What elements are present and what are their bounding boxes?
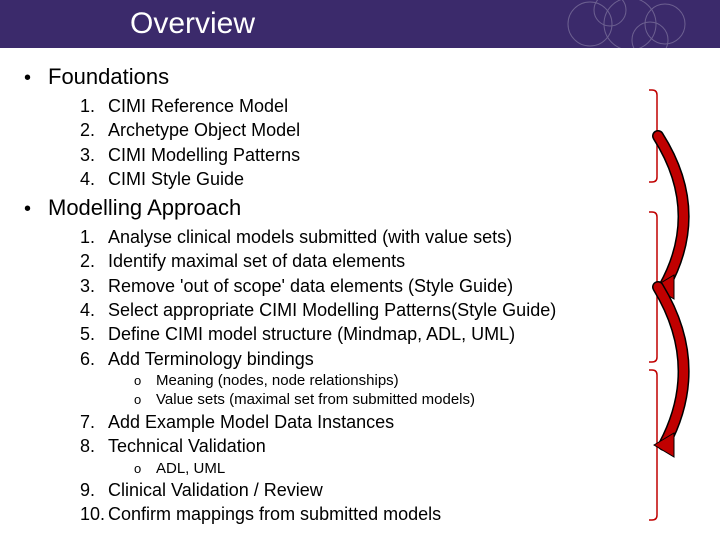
item-number: 7. bbox=[80, 410, 108, 434]
item-text: Clinical Validation / Review bbox=[108, 478, 323, 502]
item-number: 2. bbox=[80, 249, 108, 273]
item-text: CIMI Reference Model bbox=[108, 94, 288, 118]
header-bar: Overview bbox=[0, 0, 720, 48]
bullet-icon: • bbox=[24, 198, 48, 221]
list-item: 10.Confirm mappings from submitted model… bbox=[80, 502, 720, 526]
sub-item: oMeaning (nodes, node relationships) bbox=[134, 371, 720, 391]
item-number: 1. bbox=[80, 94, 108, 118]
sub-text: Value sets (maximal set from submitted m… bbox=[156, 390, 475, 410]
header-decoration bbox=[560, 0, 700, 48]
list-item: 2.Archetype Object Model bbox=[80, 118, 720, 142]
section-title: Foundations bbox=[48, 64, 169, 90]
item-text: Add Example Model Data Instances bbox=[108, 410, 394, 434]
sub-item: oADL, UML bbox=[134, 459, 720, 479]
list-item: 3.Remove 'out of scope' data elements (S… bbox=[80, 274, 720, 298]
item-text: CIMI Style Guide bbox=[108, 167, 244, 191]
item-number: 4. bbox=[80, 298, 108, 322]
sub-list: oADL, UML bbox=[134, 459, 720, 479]
list-item: 1.CIMI Reference Model bbox=[80, 94, 720, 118]
item-number: 3. bbox=[80, 143, 108, 167]
list-item: 8.Technical Validation bbox=[80, 434, 720, 458]
content-area: • Foundations 1.CIMI Reference Model 2.A… bbox=[0, 48, 720, 527]
list-item: 9.Clinical Validation / Review bbox=[80, 478, 720, 502]
foundations-list: 1.CIMI Reference Model 2.Archetype Objec… bbox=[80, 94, 720, 191]
sub-marker: o bbox=[134, 373, 156, 390]
list-item: 5.Define CIMI model structure (Mindmap, … bbox=[80, 322, 720, 346]
list-item: 4.CIMI Style Guide bbox=[80, 167, 720, 191]
item-text: Technical Validation bbox=[108, 434, 266, 458]
sub-item: oValue sets (maximal set from submitted … bbox=[134, 390, 720, 410]
approach-list-cont2: 9.Clinical Validation / Review 10.Confir… bbox=[80, 478, 720, 527]
item-number: 4. bbox=[80, 167, 108, 191]
item-text: Analyse clinical models submitted (with … bbox=[108, 225, 512, 249]
item-number: 10. bbox=[80, 502, 108, 526]
item-number: 6. bbox=[80, 347, 108, 371]
item-text: Add Terminology bindings bbox=[108, 347, 314, 371]
list-item: 2.Identify maximal set of data elements bbox=[80, 249, 720, 273]
page-title: Overview bbox=[130, 7, 255, 41]
approach-list: 1.Analyse clinical models submitted (wit… bbox=[80, 225, 720, 371]
list-item: 4.Select appropriate CIMI Modelling Patt… bbox=[80, 298, 720, 322]
item-text: Define CIMI model structure (Mindmap, AD… bbox=[108, 322, 515, 346]
flow-arrows bbox=[648, 62, 708, 522]
item-text: CIMI Modelling Patterns bbox=[108, 143, 300, 167]
section-heading: • Foundations bbox=[24, 64, 720, 90]
item-number: 5. bbox=[80, 322, 108, 346]
item-number: 1. bbox=[80, 225, 108, 249]
sub-text: ADL, UML bbox=[156, 459, 225, 479]
item-number: 9. bbox=[80, 478, 108, 502]
sub-marker: o bbox=[134, 461, 156, 478]
item-number: 3. bbox=[80, 274, 108, 298]
sub-list: oMeaning (nodes, node relationships) oVa… bbox=[134, 371, 720, 410]
item-number: 8. bbox=[80, 434, 108, 458]
item-text: Confirm mappings from submitted models bbox=[108, 502, 441, 526]
list-item: 6.Add Terminology bindings bbox=[80, 347, 720, 371]
item-number: 2. bbox=[80, 118, 108, 142]
sub-marker: o bbox=[134, 392, 156, 409]
item-text: Archetype Object Model bbox=[108, 118, 300, 142]
section-title: Modelling Approach bbox=[48, 195, 241, 221]
sub-text: Meaning (nodes, node relationships) bbox=[156, 371, 399, 391]
item-text: Remove 'out of scope' data elements (Sty… bbox=[108, 274, 513, 298]
list-item: 3.CIMI Modelling Patterns bbox=[80, 143, 720, 167]
approach-list-cont: 7.Add Example Model Data Instances 8.Tec… bbox=[80, 410, 720, 459]
item-text: Identify maximal set of data elements bbox=[108, 249, 405, 273]
section-heading: • Modelling Approach bbox=[24, 195, 720, 221]
list-item: 1.Analyse clinical models submitted (wit… bbox=[80, 225, 720, 249]
list-item: 7.Add Example Model Data Instances bbox=[80, 410, 720, 434]
item-text: Select appropriate CIMI Modelling Patter… bbox=[108, 298, 556, 322]
bullet-icon: • bbox=[24, 67, 48, 90]
